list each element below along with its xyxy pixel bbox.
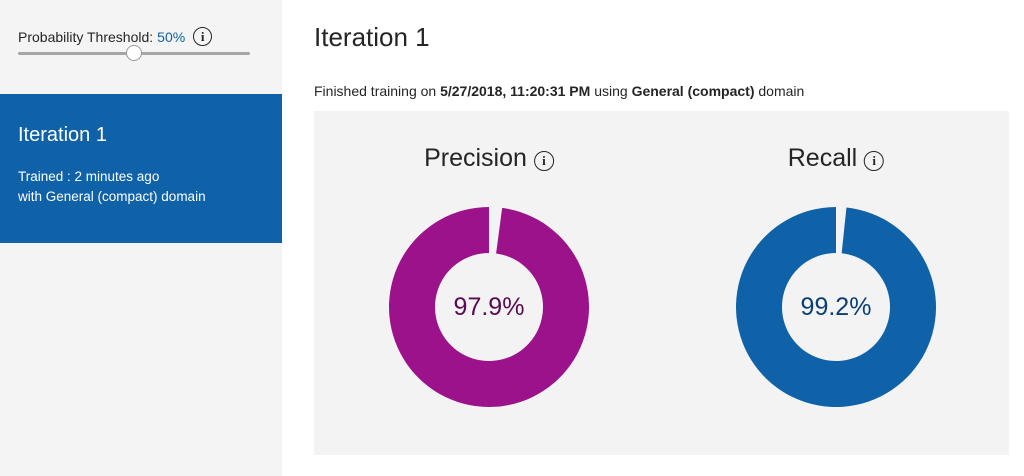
iteration-domain: with General (compact) domain	[18, 189, 206, 204]
recall-ring	[736, 207, 936, 407]
iteration-card-title: Iteration 1	[18, 124, 107, 146]
probability-threshold-label: Probability Threshold: 50% i	[18, 27, 213, 46]
precision-header: Precision i	[424, 144, 554, 173]
info-icon[interactable]: i	[193, 27, 213, 46]
status-middle: using	[590, 83, 632, 99]
recall-arc	[736, 207, 936, 407]
iteration-trained-time: Trained : 2 minutes ago	[18, 169, 160, 184]
training-status: Finished training on 5/27/2018, 11:20:31…	[314, 83, 804, 99]
iteration-card-selected[interactable]: Iteration 1 Trained : 2 minutes ago with…	[0, 94, 282, 243]
threshold-label-text: Probability Threshold:	[18, 28, 154, 45]
status-suffix: domain	[754, 83, 805, 99]
status-datetime: 5/27/2018, 11:20:31 PM	[440, 83, 591, 99]
precision-arc	[388, 207, 589, 407]
recall-donut: 99.2%	[736, 207, 936, 407]
sidebar: Probability Threshold: 50% i Iteration 1…	[0, 0, 282, 476]
info-icon[interactable]: i	[864, 150, 885, 171]
status-prefix: Finished training on	[314, 83, 441, 99]
precision-donut: 97.9%	[388, 207, 589, 407]
recall-value: 99.2%	[800, 292, 872, 321]
metrics-panel: Precision i 97.9% Recall i 99.2%	[314, 111, 1009, 455]
recall-header: Recall i	[787, 144, 885, 173]
precision-ring	[388, 207, 589, 407]
probability-threshold-slider[interactable]	[18, 45, 250, 63]
threshold-value: 50%	[157, 28, 186, 45]
page-title: Iteration 1	[314, 22, 430, 52]
slider-thumb[interactable]	[126, 45, 142, 61]
precision-value: 97.9%	[453, 292, 525, 321]
precision-label: Precision	[424, 144, 527, 172]
recall-label: Recall	[787, 144, 858, 172]
status-domain: General (compact)	[631, 83, 755, 99]
info-icon[interactable]: i	[533, 150, 554, 171]
